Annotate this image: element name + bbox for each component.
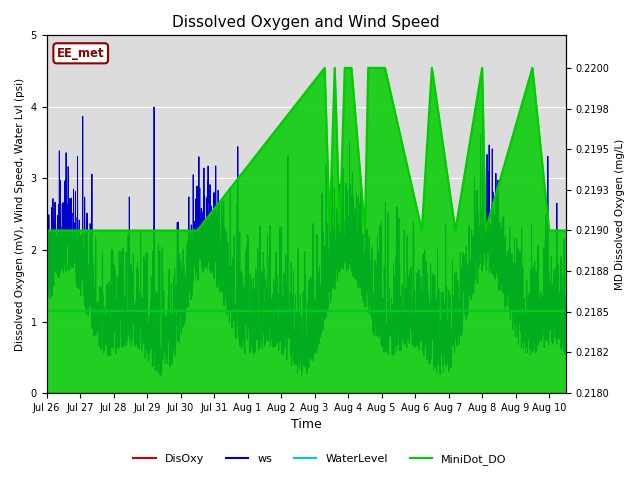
X-axis label: Time: Time	[291, 419, 321, 432]
Y-axis label: MD Dissolved Oxygen (mg/L): MD Dissolved Oxygen (mg/L)	[615, 139, 625, 290]
Text: EE_met: EE_met	[57, 47, 104, 60]
Title: Dissolved Oxygen and Wind Speed: Dissolved Oxygen and Wind Speed	[172, 15, 440, 30]
Y-axis label: Dissolved Oxygen (mV), Wind Speed, Water Lvl (psi): Dissolved Oxygen (mV), Wind Speed, Water…	[15, 78, 25, 351]
Legend: DisOxy, ws, WaterLevel, MiniDot_DO: DisOxy, ws, WaterLevel, MiniDot_DO	[129, 450, 511, 469]
